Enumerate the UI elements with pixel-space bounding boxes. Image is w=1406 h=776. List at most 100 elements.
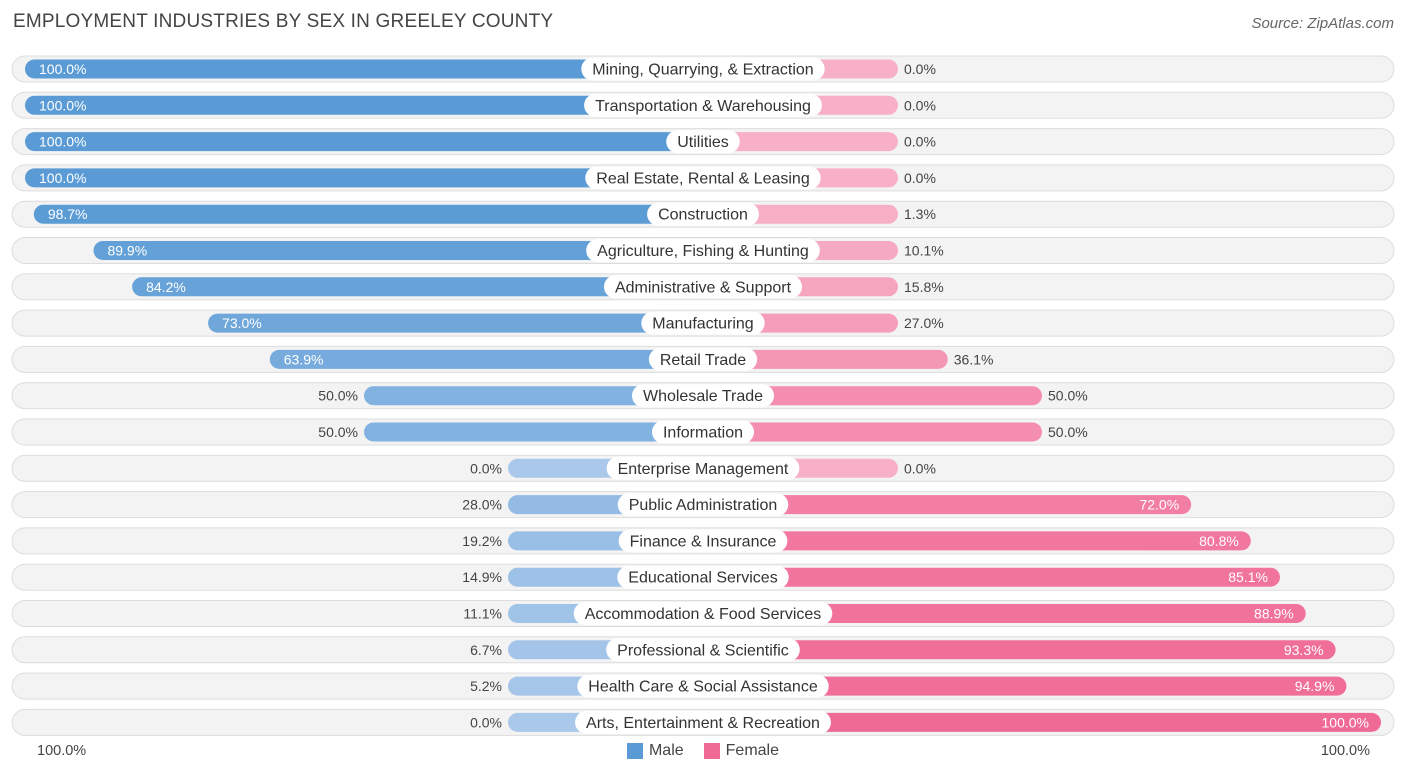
male-value-label: 0.0% bbox=[470, 714, 502, 730]
female-bar bbox=[703, 132, 898, 152]
female-value-label: 27.0% bbox=[904, 315, 944, 331]
male-value-label: 0.0% bbox=[470, 460, 502, 476]
female-value-label: 10.1% bbox=[904, 243, 944, 259]
male-bar bbox=[132, 277, 703, 297]
female-bar bbox=[703, 567, 1280, 587]
category-pill bbox=[573, 602, 833, 625]
chart-row: 63.9% 36.1% Retail Trade bbox=[11, 345, 1395, 373]
male-value-label: 100.0% bbox=[39, 134, 86, 150]
chart-row: 100.0% 0.0% Mining, Quarrying, & Extractio… bbox=[11, 55, 1395, 83]
male-bar bbox=[269, 349, 703, 369]
male-value-label: 84.2% bbox=[146, 279, 186, 295]
male-bar bbox=[93, 241, 703, 260]
legend-swatch-male bbox=[626, 743, 643, 759]
female-value-label: 1.3% bbox=[904, 206, 936, 222]
male-bar bbox=[33, 204, 703, 224]
source-label: Source: ZipAtlas.com bbox=[1251, 15, 1394, 32]
category-label: Administrative & Support bbox=[615, 279, 792, 296]
legend-item-male: Male bbox=[626, 742, 684, 760]
category-label: Arts, Entertainment & Recreation bbox=[586, 715, 820, 732]
category-label: Construction bbox=[658, 207, 748, 224]
male-value-label: 5.2% bbox=[470, 678, 502, 694]
male-value-label: 50.0% bbox=[318, 388, 358, 404]
category-label: Manufacturing bbox=[652, 316, 753, 333]
female-value-label: 80.8% bbox=[1199, 533, 1239, 549]
female-bar bbox=[703, 349, 948, 369]
category-pill bbox=[618, 529, 788, 553]
chart-row: 73.0% 27.0% Manufacturing bbox=[11, 309, 1395, 337]
category-pill bbox=[586, 239, 820, 262]
chart-row: 50.0% 50.0% Information bbox=[11, 418, 1395, 446]
female-value-label: 85.1% bbox=[1228, 569, 1268, 585]
female-bar bbox=[703, 531, 1251, 551]
chart-row: 100.0% 0.0% Transportation & Warehousing bbox=[11, 91, 1395, 119]
category-pill bbox=[617, 565, 789, 589]
female-value-label: 94.9% bbox=[1295, 678, 1335, 694]
chart-row: 19.2% 80.8% Finance & Insurance bbox=[11, 527, 1395, 555]
category-pill bbox=[651, 420, 755, 444]
category-label: Accommodation & Food Services bbox=[585, 606, 822, 623]
category-label: Educational Services bbox=[628, 570, 777, 587]
female-value-label: 0.0% bbox=[904, 460, 936, 476]
category-label: Retail Trade bbox=[660, 352, 746, 369]
male-bar bbox=[364, 386, 703, 406]
male-value-label: 73.0% bbox=[222, 315, 262, 331]
male-value-label: 63.9% bbox=[284, 351, 324, 367]
male-bar bbox=[25, 132, 703, 152]
female-bar bbox=[703, 422, 1042, 442]
male-value-label: 28.0% bbox=[462, 497, 502, 513]
category-label: Real Estate, Rental & Leasing bbox=[596, 170, 809, 187]
female-value-label: 50.0% bbox=[1048, 424, 1088, 440]
male-bar bbox=[25, 59, 703, 79]
chart-row: 11.1% 88.9% Accommodation & Food Services bbox=[11, 600, 1395, 627]
category-pill bbox=[603, 275, 803, 299]
chart-row: 6.7% 93.3% Professional & Scientific bbox=[11, 636, 1395, 664]
female-value-label: 72.0% bbox=[1139, 497, 1179, 513]
category-label: Health Care & Social Assistance bbox=[588, 679, 818, 696]
axis-left-label: 100.0% bbox=[37, 743, 87, 759]
male-value-label: 100.0% bbox=[39, 61, 86, 77]
chart-row: 0.0% 100.0% Arts, Entertainment & Recreati… bbox=[11, 708, 1395, 736]
male-bar bbox=[25, 168, 703, 188]
category-label: Professional & Scientific bbox=[617, 642, 789, 659]
male-value-label: 89.9% bbox=[107, 243, 147, 259]
chart-row: 14.9% 85.1% Educational Services bbox=[11, 563, 1395, 591]
category-pill bbox=[647, 202, 759, 226]
legend-swatch-female bbox=[703, 743, 720, 759]
female-value-label: 36.1% bbox=[954, 351, 994, 367]
male-value-label: 50.0% bbox=[318, 424, 358, 440]
category-label: Enterprise Management bbox=[618, 461, 789, 478]
category-pill bbox=[666, 130, 740, 154]
male-bar bbox=[208, 313, 703, 333]
male-value-label: 6.7% bbox=[470, 642, 502, 658]
chart-row: 89.9% 10.1% Agriculture, Fishing & Hunting bbox=[11, 237, 1395, 264]
chart-row: 100.0% 0.0% Utilities bbox=[11, 128, 1395, 156]
female-value-label: 0.0% bbox=[904, 134, 936, 150]
female-value-label: 50.0% bbox=[1048, 388, 1088, 404]
chart-row: 98.7% 1.3% Construction bbox=[11, 200, 1395, 228]
category-label: Public Administration bbox=[629, 497, 778, 514]
female-bar bbox=[703, 640, 1336, 660]
female-value-label: 0.0% bbox=[904, 97, 936, 113]
category-pill bbox=[631, 384, 775, 408]
category-pill bbox=[585, 166, 821, 190]
legend-item-female: Female bbox=[703, 742, 779, 760]
female-value-label: 15.8% bbox=[904, 279, 944, 295]
legend-label-male: Male bbox=[648, 742, 684, 759]
male-value-label: 11.1% bbox=[463, 606, 502, 622]
category-pill bbox=[606, 638, 800, 662]
male-value-label: 14.9% bbox=[462, 569, 502, 585]
female-bar bbox=[703, 495, 1192, 515]
category-pill bbox=[641, 311, 765, 335]
female-bar bbox=[703, 386, 1042, 406]
female-value-label: 0.0% bbox=[904, 61, 936, 77]
employment-chart: 100.0% 0.0% Mining, Quarrying, & Extractio… bbox=[11, 55, 1395, 736]
category-pill bbox=[606, 456, 800, 480]
category-pill bbox=[617, 493, 789, 517]
male-value-label: 100.0% bbox=[39, 97, 86, 113]
chart-row: 100.0% 0.0% Real Estate, Rental & Leasing bbox=[11, 164, 1395, 192]
female-bar bbox=[703, 712, 1381, 732]
female-value-label: 0.0% bbox=[904, 170, 936, 186]
female-value-label: 100.0% bbox=[1322, 714, 1369, 730]
male-value-label: 19.2% bbox=[462, 533, 502, 549]
